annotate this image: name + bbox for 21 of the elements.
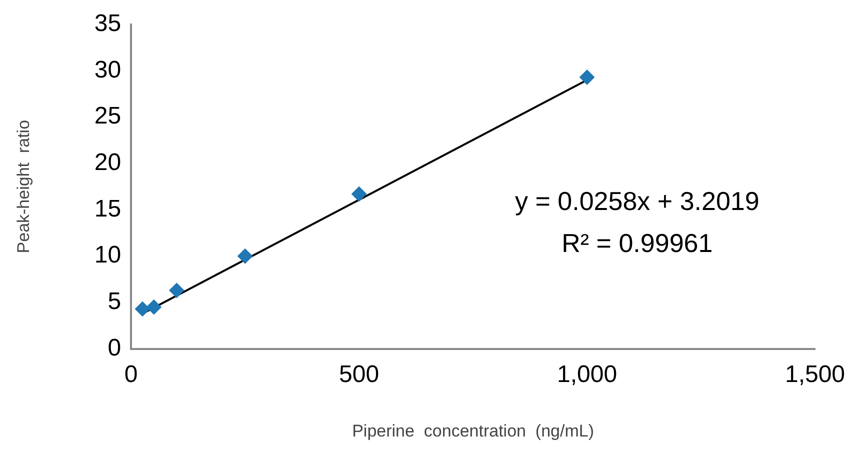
point xyxy=(146,300,162,315)
y-axis-title: Peak-height ratio xyxy=(14,120,33,254)
point xyxy=(169,282,184,298)
y-tick-label: 10 xyxy=(94,242,122,269)
annotation: y = 0.0258x + 3.2019 xyxy=(515,186,760,216)
x-axis-title: Piperine concentration (ng/mL) xyxy=(352,421,594,440)
y-tick-label: 20 xyxy=(94,149,122,176)
annotation: R² = 0.99961 xyxy=(562,228,713,258)
x-tick-label: 500 xyxy=(339,360,380,388)
point xyxy=(580,70,595,85)
y-tick-label: 0 xyxy=(108,334,122,362)
x-tick-label: 1,000 xyxy=(557,360,618,388)
y-tick-label: 5 xyxy=(108,288,122,316)
x-tick-label: 1,500 xyxy=(784,360,846,388)
point xyxy=(134,301,150,316)
y-tick-label: 35 xyxy=(94,10,122,38)
y-tick-label: 15 xyxy=(94,195,122,222)
point xyxy=(352,186,367,202)
point xyxy=(238,248,253,264)
y-tick-label: 30 xyxy=(94,56,122,84)
y-tick-label: 25 xyxy=(94,102,122,130)
